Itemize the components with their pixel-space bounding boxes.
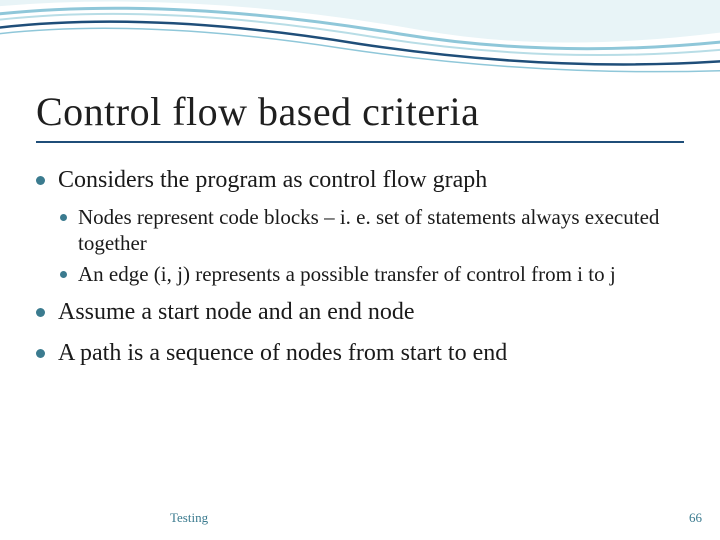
- slide-title: Control flow based criteria: [36, 88, 684, 135]
- sub-bullet-list: Nodes represent code blocks – i. e. set …: [58, 204, 684, 287]
- bullet-item: Considers the program as control flow gr…: [36, 165, 684, 287]
- slide-content: Control flow based criteria Considers th…: [0, 0, 720, 369]
- bullet-text: A path is a sequence of nodes from start…: [58, 340, 507, 366]
- sub-bullet-text: An edge (i, j) represents a possible tra…: [78, 262, 616, 286]
- bullet-list: Considers the program as control flow gr…: [36, 165, 684, 369]
- sub-bullet-item: An edge (i, j) represents a possible tra…: [58, 261, 684, 287]
- footer-label: Testing: [170, 510, 208, 526]
- bullet-item: A path is a sequence of nodes from start…: [36, 338, 684, 369]
- bullet-text: Assume a start node and an end node: [58, 299, 415, 325]
- bullet-text: Considers the program as control flow gr…: [58, 167, 487, 193]
- sub-bullet-item: Nodes represent code blocks – i. e. set …: [58, 204, 684, 257]
- bullet-item: Assume a start node and an end node: [36, 297, 684, 328]
- title-underline: [36, 141, 684, 143]
- page-number: 66: [689, 510, 702, 526]
- sub-bullet-text: Nodes represent code blocks – i. e. set …: [78, 205, 659, 255]
